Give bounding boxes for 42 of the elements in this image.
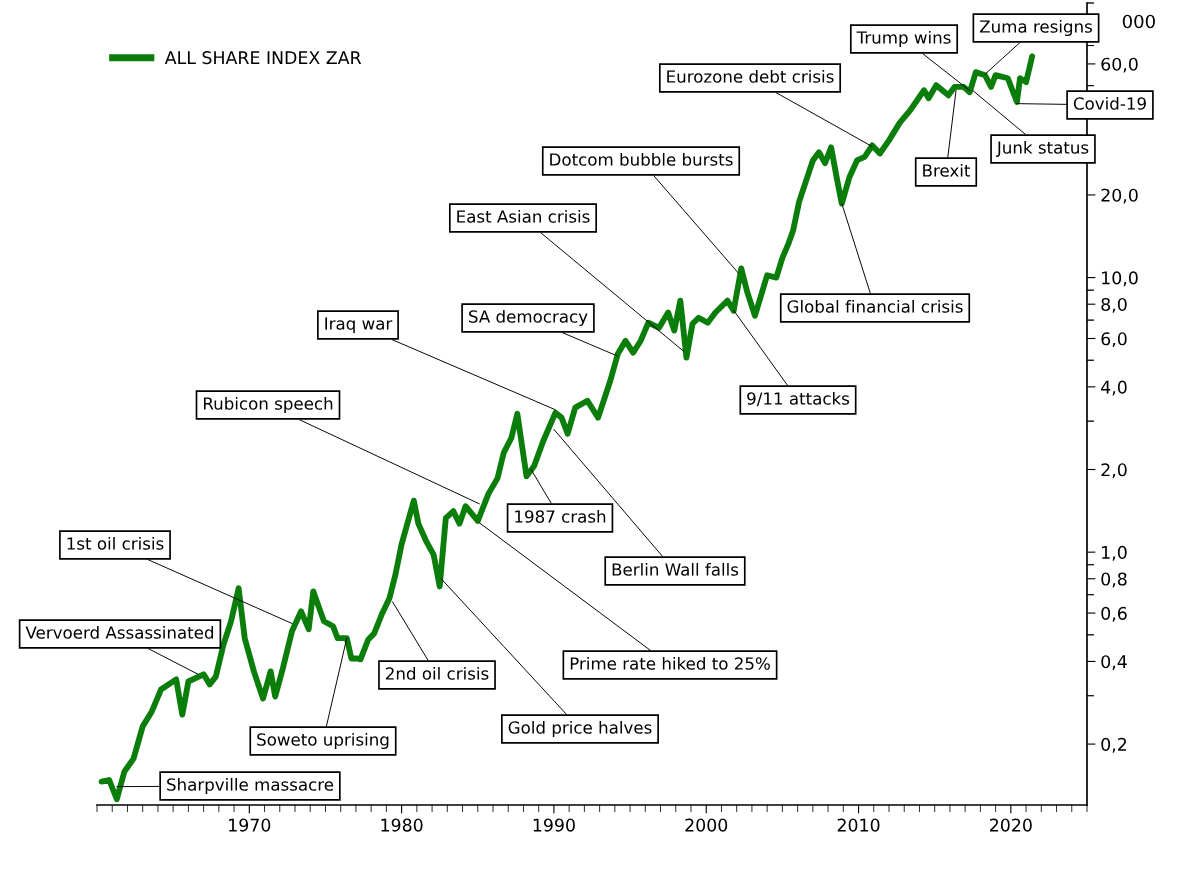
y-tick-label: 1,0 <box>1102 545 1127 561</box>
annotation: 1st oil crisis <box>67 536 164 550</box>
legend-label: ALL SHARE INDEX ZAR <box>164 51 362 65</box>
annotation: Sharpville massacre <box>167 777 334 795</box>
annotation: East Asian crisis <box>457 209 590 223</box>
x-tick-label: 1970 <box>229 818 271 832</box>
y-tick-label: 4,0 <box>1101 380 1127 396</box>
annotation: Eurozone debt crisis <box>667 69 834 83</box>
y-tick-label: 20,0 <box>1101 188 1138 204</box>
y-tick-label: 0,8 <box>1101 572 1127 588</box>
annotation: Brexit <box>923 163 971 177</box>
annotation: Gold price halves <box>508 720 652 738</box>
x-tick-label: 2000 <box>685 818 728 832</box>
annotation: Global financial crisis <box>787 299 963 313</box>
annotation: Rubicon speech <box>203 396 333 414</box>
y-tick-label: 0,2 <box>1101 737 1127 753</box>
annotation: 2nd oil crisis <box>386 666 489 680</box>
y-tick-label: 60,0 <box>1101 57 1138 73</box>
x-tick-label: 2020 <box>990 818 1032 832</box>
annotation: Covid-19 <box>1073 96 1146 110</box>
annotation: 9/11 attacks <box>747 391 850 407</box>
y-tick-label: 2,0 <box>1101 463 1127 479</box>
y-axis-title: 000 <box>1122 14 1155 29</box>
annotation: Trump wins <box>856 30 951 48</box>
x-tick-label: 1990 <box>533 818 575 832</box>
annotation: Junk status <box>996 140 1089 157</box>
y-tick-label: 10,0 <box>1102 271 1138 287</box>
annotation: Iraq war <box>325 317 393 334</box>
x-tick-label: 1980 <box>381 818 423 832</box>
annotation: Zuma resigns <box>979 19 1092 37</box>
annotation: Dotcom bubble bursts <box>550 152 733 166</box>
y-tick-label: 6,0 <box>1101 332 1127 348</box>
annotation: SA democracy <box>469 309 588 327</box>
annotation: Prime rate hiked to 25% <box>570 656 770 670</box>
annotation: 1987 crash <box>515 509 606 523</box>
annotation: Soweto uprising <box>257 732 389 750</box>
y-tick-label: 8,0 <box>1101 297 1127 313</box>
annotation: Vervoerd Assassinated <box>25 625 214 639</box>
y-tick-label: 0,4 <box>1101 655 1127 671</box>
annotation: Berlin Wall falls <box>612 562 739 576</box>
y-tick-label: 0,6 <box>1101 606 1127 622</box>
x-tick-label: 2010 <box>837 818 880 832</box>
